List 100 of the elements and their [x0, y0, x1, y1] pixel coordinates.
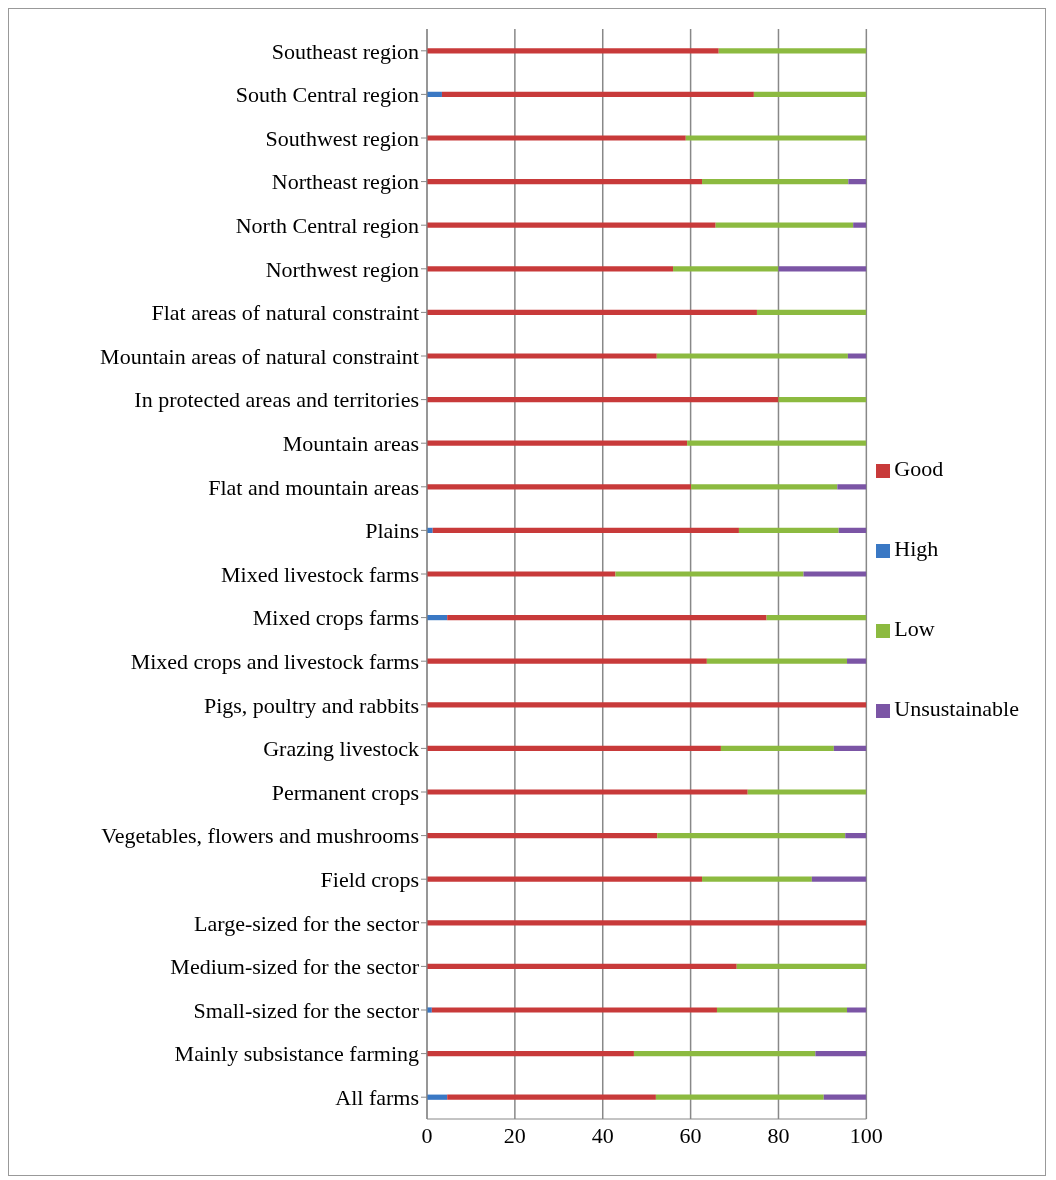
x-tick-label: 20 [503, 1122, 526, 1148]
y-tick-label: Mountain areas [282, 431, 419, 457]
bar [753, 91, 867, 98]
y-tick-label: Flat areas of natural constraint [151, 300, 419, 326]
y-tick-label: South Central region [235, 82, 419, 108]
y-tick-label: Grazing livestock [263, 736, 419, 762]
bar [427, 266, 674, 272]
bar [720, 745, 834, 752]
bar [715, 222, 854, 228]
bar [427, 745, 721, 752]
bar [803, 571, 867, 577]
y-tick-label: Mainly subsistance farming [174, 1041, 419, 1067]
bar [837, 484, 867, 490]
bar [427, 48, 719, 54]
bar [811, 876, 867, 882]
bar [848, 178, 867, 185]
bar [815, 1050, 867, 1057]
bar [427, 91, 442, 98]
bar [833, 745, 867, 752]
bar [441, 91, 754, 98]
bar [427, 135, 686, 141]
y-tick-label: Southwest region [265, 125, 419, 151]
bar [427, 832, 658, 839]
bar [657, 832, 846, 839]
x-tick-label: 80 [767, 1122, 790, 1148]
bar [427, 614, 448, 621]
bar [756, 309, 867, 316]
bar [685, 135, 867, 141]
bar [691, 484, 838, 490]
bar [838, 527, 867, 534]
y-tick-label: All farms [335, 1085, 419, 1111]
y-tick-label: Northeast region [271, 169, 419, 195]
bar [847, 658, 867, 664]
bar [427, 658, 707, 664]
y-tick-label: Permanent crops [271, 779, 419, 805]
bar [847, 1007, 867, 1013]
bar [427, 440, 688, 446]
bar [702, 178, 849, 185]
y-tick-label: Mixed crops and livestock farms [130, 649, 419, 675]
y-tick-label: Mixed livestock farms [221, 561, 419, 587]
y-tick-label: In protected areas and territories [134, 387, 419, 413]
bar [633, 1050, 816, 1057]
bar [747, 789, 867, 795]
bar [718, 48, 867, 54]
legend-label: Unsustainable [894, 696, 1019, 721]
legend-label: Good [894, 456, 944, 481]
bar [655, 1094, 824, 1100]
bar [427, 396, 779, 403]
y-tick-label: Mixed crops farms [252, 605, 419, 631]
bar [738, 527, 839, 534]
x-tick-label: 40 [591, 1122, 614, 1148]
x-tick-label: 60 [679, 1122, 702, 1148]
bar [702, 876, 812, 882]
y-tick-label: Mountain areas of natural constraint [100, 343, 419, 369]
y-tick-label: Small-sized for the sector [193, 997, 420, 1023]
bar [778, 396, 867, 403]
bar [427, 702, 867, 708]
bar [427, 309, 757, 316]
y-tick-label: Northwest region [265, 256, 419, 282]
bar [778, 266, 867, 272]
bar [427, 789, 748, 795]
bar [427, 963, 737, 970]
bar [427, 1007, 432, 1013]
bar [427, 571, 616, 577]
bar [432, 527, 739, 534]
bar [853, 222, 867, 228]
bar [427, 484, 692, 490]
bar [431, 1007, 717, 1013]
bar [447, 614, 767, 621]
y-tick-label: Flat and mountain areas [208, 474, 419, 500]
x-tick-label: 100 [849, 1122, 883, 1148]
legend-label: High [894, 536, 939, 561]
bar [716, 1007, 848, 1013]
bar [427, 876, 703, 882]
y-tick-label: North Central region [235, 213, 419, 239]
bar [823, 1094, 867, 1100]
bar [427, 178, 703, 185]
bar [615, 571, 804, 577]
y-tick-label: Field crops [320, 867, 419, 893]
bar [847, 353, 867, 359]
bar [687, 440, 867, 446]
bar [736, 963, 867, 970]
y-tick-label: Large-sized for the sector [194, 910, 420, 936]
bar [427, 1050, 634, 1057]
bar [656, 353, 848, 359]
x-tick-label: 0 [421, 1122, 433, 1148]
y-tick-label: Vegetables, flowers and mushrooms [101, 823, 419, 849]
bar [447, 1094, 656, 1100]
bar [427, 222, 716, 228]
y-tick-label: Plains [365, 518, 419, 544]
legend-label: Low [894, 616, 935, 641]
bar [845, 832, 867, 839]
bar [427, 920, 867, 926]
y-tick-label: Medium-sized for the sector [170, 954, 420, 980]
y-tick-label: Pigs, poultry and rabbits [203, 692, 419, 718]
y-tick-label: Southeast region [271, 38, 419, 64]
bar [673, 266, 779, 272]
bar [427, 353, 657, 359]
bar [427, 1094, 448, 1100]
bar [706, 658, 848, 664]
